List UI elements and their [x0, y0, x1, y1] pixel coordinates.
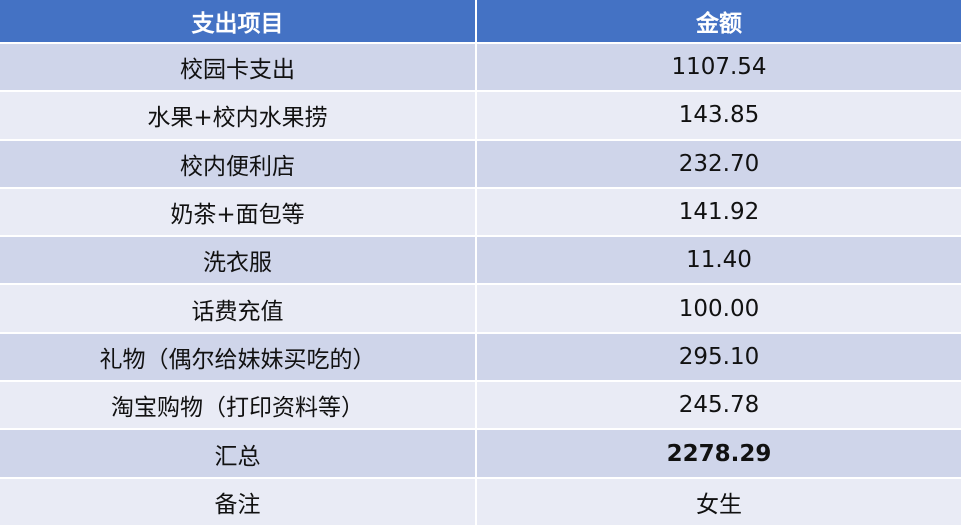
- total-amount: 2278.29: [477, 430, 961, 479]
- row-item: 校园卡支出: [0, 44, 477, 93]
- row-amount: 295.10: [477, 333, 961, 383]
- row-amount: 100.00: [477, 285, 961, 334]
- row-item: 水果+校内水果捞: [0, 92, 477, 141]
- row-item: 话费充值: [0, 285, 477, 334]
- row-item: 淘宝购物（打印资料等）: [0, 382, 477, 431]
- row-amount: 245.78: [477, 382, 961, 431]
- remark-value: 女生: [477, 478, 961, 527]
- row-item: 校内便利店: [0, 140, 477, 189]
- total-label: 汇总: [0, 430, 477, 479]
- row-item: 礼物（偶尔给妹妹买吃的）: [0, 333, 477, 383]
- row-item: 洗衣服: [0, 237, 477, 286]
- row-amount: 141.92: [477, 188, 961, 238]
- header-item: 支出项目: [0, 0, 477, 44]
- header-amount: 金额: [477, 0, 961, 44]
- row-amount: 1107.54: [477, 44, 961, 93]
- row-amount: 143.85: [477, 92, 961, 141]
- row-item: 奶茶+面包等: [0, 188, 477, 238]
- row-amount: 232.70: [477, 140, 961, 189]
- remark-label: 备注: [0, 478, 477, 527]
- row-amount: 11.40: [477, 237, 961, 286]
